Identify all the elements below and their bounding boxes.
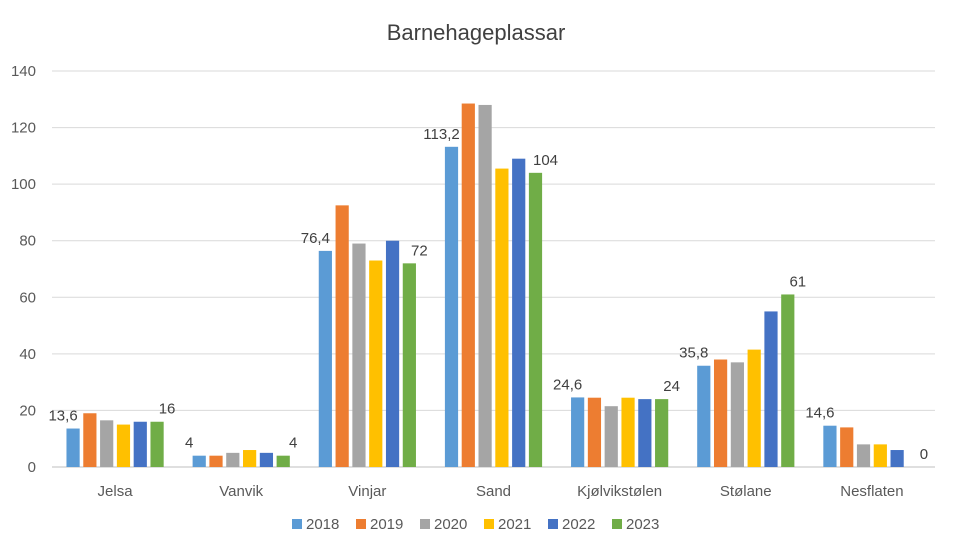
legend-label: 2020 — [434, 516, 467, 533]
bar — [66, 428, 80, 467]
bar — [873, 444, 887, 467]
legend-swatch — [484, 519, 494, 529]
bar — [587, 397, 602, 467]
bar — [764, 311, 778, 467]
data-label: 113,2 — [423, 126, 459, 143]
data-label: 4 — [185, 435, 193, 452]
bar — [369, 260, 383, 467]
bar — [697, 365, 711, 467]
y-tick-label: 0 — [28, 459, 36, 476]
y-axis-ticks: 0 20 40 60 80 100 120 140 — [11, 63, 36, 476]
bar — [747, 349, 761, 467]
bar — [352, 243, 366, 467]
bar — [259, 452, 274, 467]
legend-item: 2021 — [484, 516, 531, 533]
y-tick-label: 40 — [19, 346, 36, 363]
bar — [444, 146, 459, 467]
bar — [655, 399, 669, 467]
x-tick-label: Nesflaten — [840, 483, 903, 500]
bar — [495, 168, 509, 468]
bar — [604, 406, 618, 467]
legend-label: 2023 — [626, 516, 659, 533]
legend-label: 2018 — [306, 516, 339, 533]
legend-swatch — [356, 519, 366, 529]
bar — [192, 455, 206, 467]
legend-label: 2019 — [370, 516, 403, 533]
x-tick-label: Vanvik — [219, 483, 263, 500]
legend-label: 2022 — [562, 516, 595, 533]
data-label: 13,6 — [48, 408, 77, 425]
bar — [512, 158, 526, 467]
data-label: 14,6 — [805, 405, 834, 422]
x-tick-label: Stølane — [720, 483, 772, 500]
gridlines — [52, 70, 935, 468]
x-axis-ticks: Jelsa Vanvik Vinjar Sand Kjølvikstølen Stølan… — [98, 483, 904, 500]
data-label: 4 — [289, 435, 297, 452]
data-label: 24,6 — [553, 376, 582, 393]
data-label: 35,8 — [679, 345, 708, 362]
y-tick-label: 100 — [11, 176, 36, 193]
x-tick-label: Vinjar — [348, 483, 386, 500]
bar — [730, 362, 744, 467]
data-label: 72 — [411, 242, 428, 259]
data-label: 16 — [159, 401, 176, 418]
bar — [781, 294, 795, 467]
legend: 2018 2019 2020 2021 2022 2023 — [292, 516, 659, 533]
bar — [133, 421, 147, 467]
bar — [823, 425, 837, 467]
data-label: 61 — [789, 273, 806, 290]
bar — [335, 205, 349, 467]
chart-title: Barnehageplassar — [387, 20, 566, 45]
legend-item: 2019 — [356, 516, 403, 533]
y-tick-label: 140 — [11, 63, 36, 80]
bar — [209, 455, 223, 467]
bar — [856, 444, 871, 467]
bar — [243, 450, 257, 467]
bar — [83, 413, 97, 467]
legend-swatch — [292, 519, 302, 529]
bar — [528, 172, 543, 468]
bar — [226, 452, 240, 467]
y-tick-label: 120 — [11, 120, 36, 137]
legend-item: 2022 — [548, 516, 595, 533]
data-label: 76,4 — [301, 230, 330, 247]
bar — [402, 263, 416, 467]
x-tick-label: Jelsa — [98, 483, 134, 500]
legend-label: 2021 — [498, 516, 531, 533]
data-labels: 13,6 16 4 4 76,4 72 113,2 104 24,6 24 35,8 61 14,6 0 — [48, 126, 928, 463]
y-tick-label: 60 — [19, 289, 36, 306]
y-tick-label: 20 — [19, 402, 36, 419]
bar — [840, 427, 854, 467]
legend-item: 2023 — [612, 516, 659, 533]
bar — [318, 250, 332, 467]
legend-item: 2018 — [292, 516, 339, 533]
bar — [478, 104, 492, 467]
bar — [116, 424, 131, 467]
bars — [66, 103, 904, 468]
y-tick-label: 80 — [19, 233, 36, 250]
x-tick-label: Sand — [476, 483, 511, 500]
bar — [100, 420, 114, 467]
data-label: 104 — [533, 152, 558, 169]
bar — [276, 455, 290, 467]
legend-swatch — [548, 519, 558, 529]
bar — [713, 359, 728, 467]
bar — [385, 240, 400, 467]
data-label: 0 — [920, 446, 928, 463]
bar — [461, 103, 475, 468]
bar — [571, 397, 585, 467]
bar — [150, 421, 164, 467]
bar — [638, 399, 652, 467]
bar — [890, 450, 904, 467]
x-tick-label: Kjølvikstølen — [577, 483, 662, 500]
bar — [621, 397, 635, 467]
legend-swatch — [612, 519, 622, 529]
legend-item: 2020 — [420, 516, 467, 533]
legend-swatch — [420, 519, 430, 529]
data-label: 24 — [663, 378, 680, 395]
